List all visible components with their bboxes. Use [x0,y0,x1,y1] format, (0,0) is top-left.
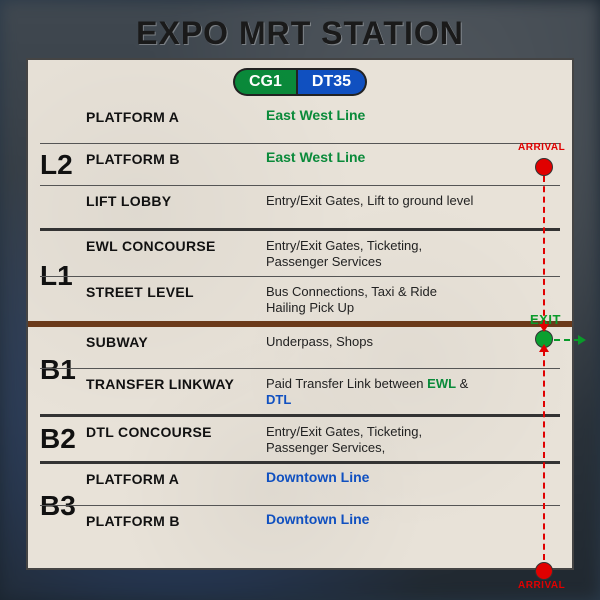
table-row: LIFT LOBBYEntry/Exit Gates, Lift to grou… [40,186,560,228]
area-name: LIFT LOBBY [86,191,266,209]
table-row: STREET LEVELBus Connections, Taxi & Ride… [40,277,560,322]
arrival-label-top: ARRIVAL [518,142,565,153]
area-desc: Downtown Line [266,469,369,485]
area-name: PLATFORM A [86,469,266,487]
level-b2: B2DTL CONCOURSEEntry/Exit Gates, Ticketi… [40,417,560,462]
table-row: PLATFORM BEast West Line [40,144,560,186]
area-desc: East West Line [266,107,365,123]
arrow-up [539,344,549,352]
line-badges: CG1DT35 [40,68,560,96]
area-desc: Underpass, Shops [266,332,476,350]
table-row: DTL CONCOURSEEntry/Exit Gates, Ticketing… [40,417,560,462]
table-row: SUBWAYUnderpass, Shops [40,327,560,369]
table-row: EWL CONCOURSEEntry/Exit Gates, Ticketing… [40,231,560,277]
table-row: PLATFORM BDowntown Line [40,506,560,548]
area-name: SUBWAY [86,332,266,350]
area-name: PLATFORM B [86,511,266,529]
exit-arrow [578,335,586,345]
station-title: EXPO MRT STATION [136,15,464,52]
area-name: EWL CONCOURSE [86,236,266,254]
area-name: DTL CONCOURSE [86,422,266,440]
level-b3: B3PLATFORM ADowntown LinePLATFORM BDownt… [40,464,560,548]
level-b1: B1SUBWAYUnderpass, ShopsTRANSFER LINKWAY… [40,327,560,414]
area-name: PLATFORM A [86,107,266,125]
area-desc: Paid Transfer Link between EWL & DTL [266,374,476,409]
area-desc: Bus Connections, Taxi & Ride Hailing Pic… [266,282,476,317]
area-desc: East West Line [266,149,365,165]
line-badge-dt35: DT35 [297,68,367,96]
exit-hline [554,339,580,341]
area-desc: Entry/Exit Gates, Ticketing, Passenger S… [266,422,476,457]
line-badge-cg1: CG1 [233,68,297,96]
info-panel: CG1DT35 L2PLATFORM AEast West LinePLATFO… [26,58,574,570]
area-desc: Entry/Exit Gates, Ticketing, Passenger S… [266,236,476,271]
level-l1: L1EWL CONCOURSEEntry/Exit Gates, Ticketi… [40,231,560,321]
path-line-bottom [543,350,545,560]
table-row: TRANSFER LINKWAYPaid Transfer Link betwe… [40,369,560,414]
area-name: PLATFORM B [86,149,266,167]
path-line-top [543,176,545,326]
arrival-node-bottom [535,562,553,580]
level-l2: L2PLATFORM AEast West LinePLATFORM BEast… [40,102,560,228]
arrow-down [539,324,549,332]
arrival-label-bottom: ARRIVAL [518,580,565,591]
area-desc: Entry/Exit Gates, Lift to ground level [266,191,476,209]
level-rows: L2PLATFORM AEast West LinePLATFORM BEast… [40,102,560,548]
arrival-node-top [535,158,553,176]
area-desc: Downtown Line [266,511,369,527]
area-name: TRANSFER LINKWAY [86,374,266,392]
table-row: PLATFORM AEast West Line [40,102,560,144]
area-name: STREET LEVEL [86,282,266,300]
table-row: PLATFORM ADowntown Line [40,464,560,506]
